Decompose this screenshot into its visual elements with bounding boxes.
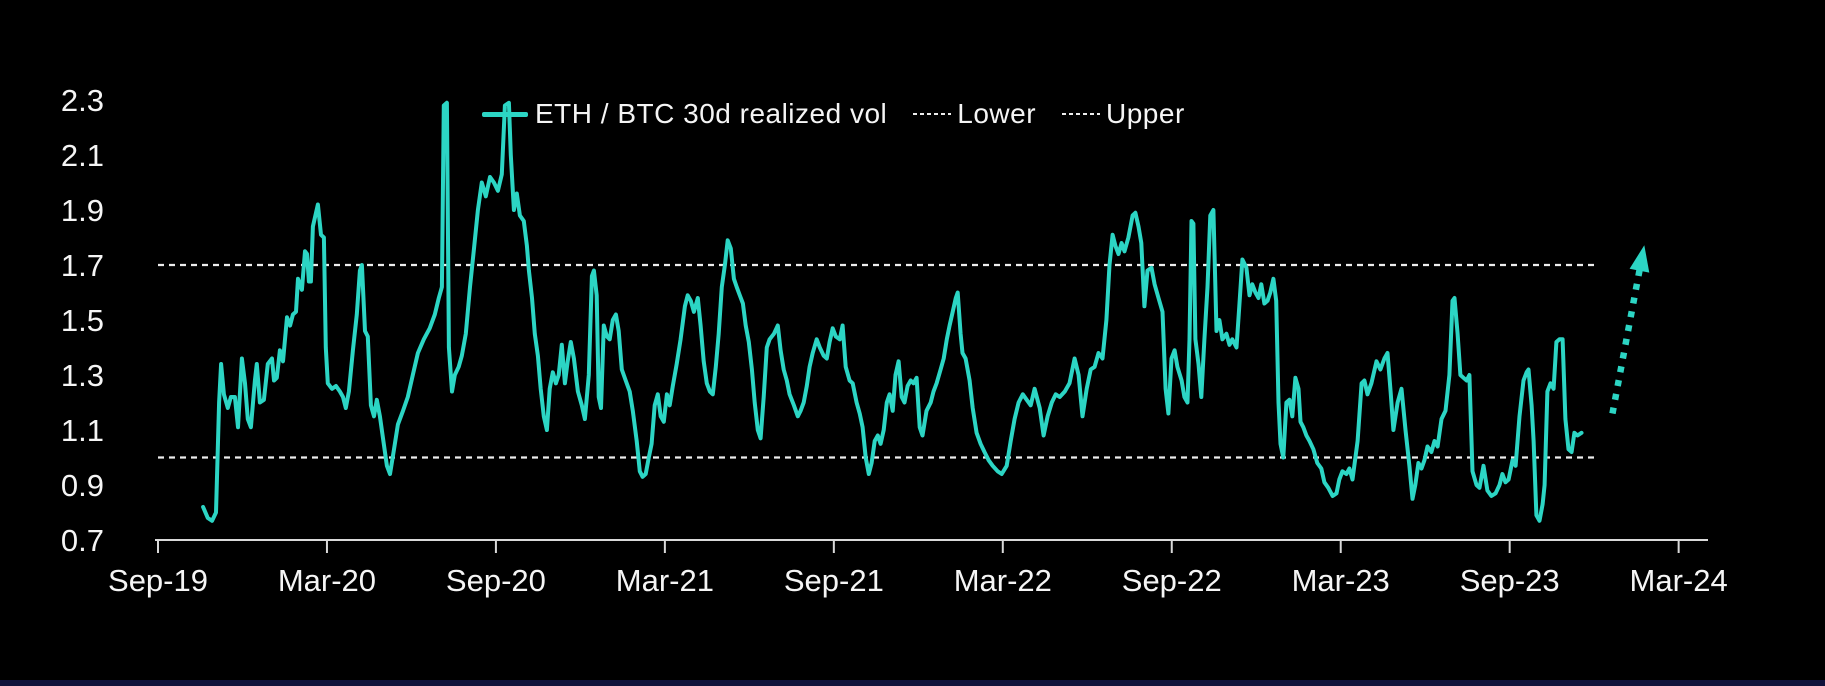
trend-arrow-head-icon [1629,245,1650,273]
lower-dash-swatch-icon [913,113,952,115]
x-axis-label: Sep-21 [784,563,884,598]
y-axis-label: 1.7 [61,248,104,283]
x-axis-label: Sep-22 [1122,563,1222,598]
legend-label-series: ETH / BTC 30d realized vol [535,98,888,129]
y-axis-label: 1.1 [61,413,104,448]
y-axis-label: 1.3 [61,358,104,393]
series-line-eth-btc-vol [201,100,1584,523]
x-axis-label: Sep-20 [446,563,546,598]
y-axis-label: 2.3 [61,83,104,118]
legend-label-upper: Upper [1106,98,1185,129]
legend-item-series: ETH / BTC 30d realized vol [482,98,887,130]
y-axis-label: 1.9 [61,193,104,228]
legend-item-lower: Lower [913,98,1036,130]
bottom-edge-strip [0,680,1825,686]
upper-dash-swatch-icon [1062,113,1101,115]
x-axis-label: Mar-24 [1630,563,1728,598]
x-axis-label: Sep-19 [108,563,208,598]
series-line-swatch-icon [482,111,528,117]
trend-arrow-shaft [1609,267,1644,415]
x-axis-label: Mar-23 [1292,563,1390,598]
x-axis-label: Mar-20 [278,563,376,598]
legend-item-upper: Upper [1062,98,1185,130]
y-axis-label: 0.7 [61,523,104,558]
x-axis-label: Mar-21 [616,563,714,598]
x-axis-label: Sep-23 [1460,563,1560,598]
x-axis-label: Mar-22 [954,563,1052,598]
y-axis-label: 2.1 [61,138,104,173]
chart-legend: ETH / BTC 30d realized vol Lower Upper [482,98,1185,130]
y-axis-label: 1.5 [61,303,104,338]
y-axis-label: 0.9 [61,468,104,503]
legend-label-lower: Lower [957,98,1037,129]
